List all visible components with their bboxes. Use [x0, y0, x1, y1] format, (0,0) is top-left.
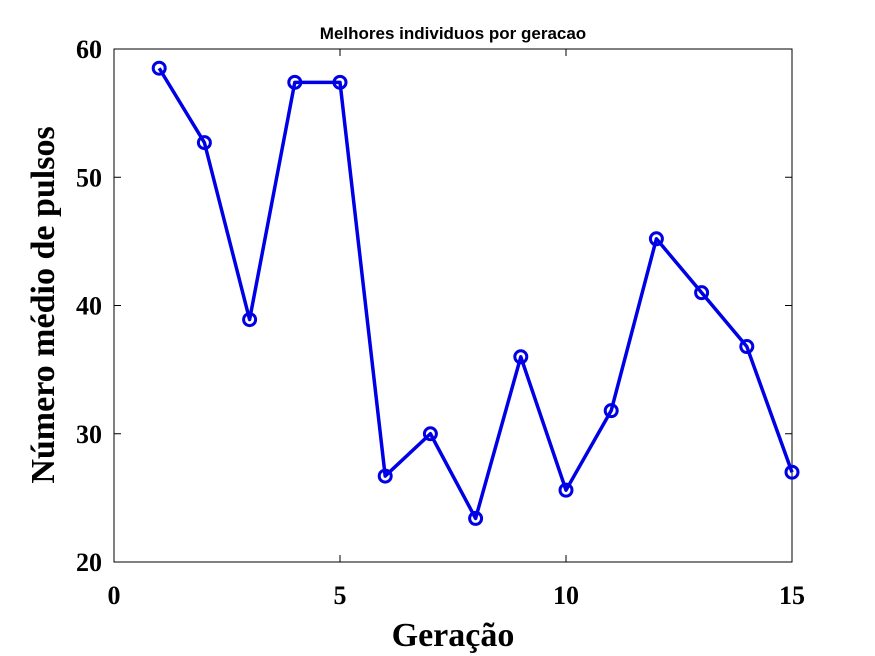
data-point: [739, 339, 755, 355]
data-point: [694, 285, 710, 301]
data-point: [513, 349, 529, 365]
x-tick-label: 5: [334, 581, 347, 610]
data-point: [422, 426, 438, 442]
data-point: [603, 403, 619, 419]
y-axis-label: Número médio de pulsos: [25, 126, 62, 483]
series-line: [157, 67, 794, 521]
data-point: [784, 464, 800, 480]
x-axis-label: Geração: [392, 617, 515, 654]
axis-ticks: [113, 48, 793, 563]
y-tick-label: 30: [76, 420, 102, 449]
y-tick-label: 20: [76, 548, 102, 577]
x-tick-label: 15: [779, 581, 805, 610]
x-tick-label: 10: [553, 581, 579, 610]
data-series: [151, 60, 800, 526]
x-tick-label: 0: [108, 581, 121, 610]
data-point: [648, 231, 664, 247]
y-tick-label: 60: [76, 35, 102, 64]
data-point: [196, 135, 212, 151]
data-point: [151, 60, 167, 76]
data-point: [287, 74, 303, 90]
data-point: [332, 74, 348, 90]
data-point: [558, 482, 574, 498]
y-tick-label: 50: [76, 163, 102, 192]
data-point: [242, 312, 258, 328]
data-point: [468, 510, 484, 526]
chart-title: Melhores individuos por geracao: [320, 24, 586, 43]
y-tick-label: 40: [76, 292, 102, 321]
axis-tick-labels: 0 5 10 15 20 30 40 50 60: [76, 35, 805, 610]
data-point: [377, 468, 393, 484]
